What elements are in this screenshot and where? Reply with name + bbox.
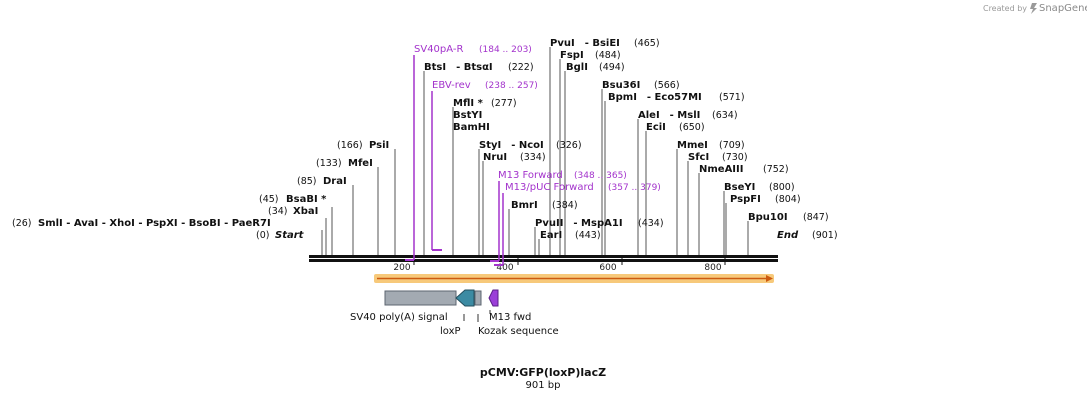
plasmid-length: 901 bp [526, 380, 561, 391]
primer-range: (238 .. 257) [485, 81, 538, 91]
site-position: (800) [769, 182, 795, 193]
site-position: (85) [297, 176, 317, 187]
primer-range: (357 .. 379) [608, 183, 661, 193]
site-position: (847) [803, 212, 829, 223]
primer-label-m13-forward: M13 Forward [498, 170, 563, 181]
site-position: (34) [268, 206, 288, 217]
axis-tick-label: 600 [599, 263, 616, 273]
site-position: (494) [599, 62, 625, 73]
site-label-fspi: FspI [560, 50, 584, 61]
primer-markers [405, 55, 504, 266]
site-position: (709) [719, 140, 745, 151]
feature-m13-fwd [488, 289, 499, 307]
site-label-pvui: PvuI - BsiEI [550, 38, 620, 49]
backbone-top-strand [309, 255, 778, 258]
site-label-xbai: XbaI [293, 206, 318, 217]
site-row-26-names: SmlI - AvaI - XhoI - PspXI - BsoBI - Pae… [38, 218, 271, 229]
right-site-labels: BtsI - BtsαI (222) MflI * (277) BstYI Bam… [424, 38, 829, 241]
site-label-bmri: BmrI [511, 200, 538, 211]
site-label-bpu10i: Bpu10I [748, 212, 788, 223]
site-label-bstyi: BstYI [453, 110, 482, 121]
site-position: (804) [775, 194, 801, 205]
site-position: (326) [556, 140, 582, 151]
feature-label-m13-fwd: M13 fwd [489, 312, 531, 323]
site-label-pvuii: PvuII - MspA1I [535, 218, 623, 229]
site-position: (384) [552, 200, 578, 211]
site-position: (752) [763, 164, 789, 175]
site-label-btsi: BtsI - BtsαI [424, 62, 493, 73]
start-position: (0) [256, 230, 269, 241]
site-position: (634) [712, 110, 738, 121]
site-row-26: (26) SmlI - AvaI - XhoI - PspXI - BsoBI … [12, 218, 271, 229]
orf-arrowhead [766, 275, 773, 282]
site-position: (334) [520, 152, 546, 163]
site-label-nrui: NruI [483, 152, 507, 163]
axis-tick-label: 200 [393, 263, 410, 273]
site-leader-lines [321, 47, 749, 255]
feature-kozak [474, 290, 482, 306]
primer-range: (184 .. 203) [479, 45, 532, 55]
site-label-bsu36i: Bsu36I [602, 80, 640, 91]
site-position: (484) [595, 50, 621, 61]
site-label-bsabi: BsaBI * [286, 194, 327, 205]
feature-loxp [455, 289, 475, 307]
left-site-labels: (34) XbaI (45) BsaBI * (85) DraI (133) M… [259, 140, 389, 217]
feature-label-kozak: Kozak sequence [478, 326, 559, 337]
site-label-bgli: BglI [566, 62, 588, 73]
orf-band [374, 274, 774, 283]
site-label-ecii: EciI [646, 122, 666, 133]
site-label-sfci: SfcI [688, 152, 709, 163]
site-position: (566) [654, 80, 680, 91]
snapgene-name: SnapGene [1039, 3, 1087, 14]
sequence-backbone: 200 400 600 800 [309, 255, 778, 273]
snapgene-branding: Created by SnapGene [983, 3, 1087, 14]
site-position: (465) [634, 38, 660, 49]
site-label-eari: EarI [540, 230, 562, 241]
snapgene-logo-icon [1030, 3, 1037, 14]
primer-label-sv40pa-r: SV40pA-R [414, 44, 463, 55]
primer-label-ebv-rev: EBV-rev [432, 80, 471, 91]
end-position: (901) [812, 230, 838, 241]
site-label-bpmi: BpmI - Eco57MI [608, 92, 702, 103]
site-label-drai: DraI [323, 176, 347, 187]
site-label-mfli: MflI * [453, 98, 484, 109]
feature-label-sv40-polya: SV40 poly(A) signal [350, 312, 448, 323]
site-label-nmeaiii: NmeAIII [699, 164, 743, 175]
site-position: (434) [638, 218, 664, 229]
site-position: (133) [316, 158, 342, 169]
site-position: (443) [575, 230, 601, 241]
site-label-psii: PsiI [369, 140, 389, 151]
site-position: (571) [719, 92, 745, 103]
feature-label-loxp: loxP [440, 326, 461, 337]
feature-track: SV40 poly(A) signal loxP M13 fwd Kozak s… [350, 289, 559, 337]
site-label-mmei: MmeI [677, 140, 708, 151]
site-label-bamhi: BamHI [453, 122, 490, 133]
backbone-bottom-strand [309, 259, 778, 262]
site-label-mfei: MfeI [348, 158, 373, 169]
site-position: (45) [259, 194, 279, 205]
end-label: End [777, 230, 799, 241]
site-label-styi: StyI - NcoI [479, 140, 544, 151]
start-label: Start [275, 230, 305, 241]
site-position: (650) [679, 122, 705, 133]
primer-label-m13-puc-forward: M13/pUC Forward [505, 182, 594, 193]
site-position: (730) [722, 152, 748, 163]
plasmid-name: pCMV:GFP(loxP)lacZ [480, 366, 606, 379]
site-position: (222) [508, 62, 534, 73]
site-position: (26) [12, 218, 32, 229]
site-position: (166) [337, 140, 363, 151]
primer-range: (348 .. 365) [574, 171, 627, 181]
axis-tick-label: 800 [704, 263, 721, 273]
site-label-pspfi: PspFI [730, 194, 761, 205]
created-by-label: Created by [983, 4, 1027, 13]
axis-tick-label: 400 [496, 263, 513, 273]
primer-labels: SV40pA-R (184 .. 203) EBV-rev (238 .. 25… [414, 44, 661, 193]
site-label-bseyi: BseYI [724, 182, 755, 193]
feature-sv40-polya [384, 290, 457, 306]
site-position: (277) [491, 98, 517, 109]
site-label-alei: AleI - MslI [638, 110, 700, 121]
